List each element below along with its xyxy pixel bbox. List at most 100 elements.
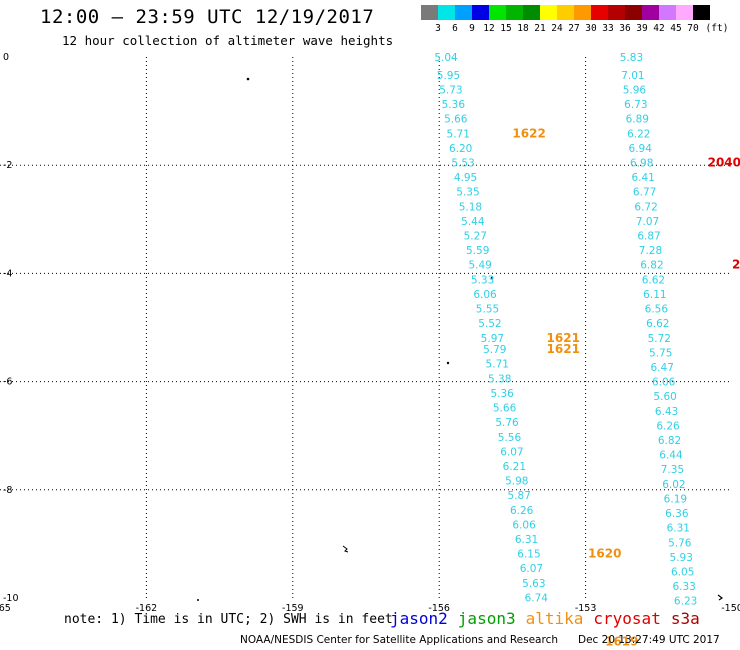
- legend-swatch: [608, 5, 625, 20]
- swh-value: 5.71: [447, 128, 470, 140]
- swh-value: 5.36: [490, 388, 514, 400]
- legend-label: 18: [517, 23, 529, 34]
- swh-value: 6.87: [637, 231, 660, 243]
- swh-value: 6.26: [656, 420, 680, 432]
- swh-value: 6.11: [643, 289, 666, 301]
- swh-value: 7.35: [661, 464, 684, 476]
- legend-swatch: [540, 5, 557, 20]
- swh-value: 5.55: [476, 304, 499, 316]
- legend-label: 3: [435, 23, 441, 34]
- swh-value: 5.98: [505, 476, 528, 488]
- legend-label: 15: [500, 23, 512, 34]
- swh-value: 5.96: [623, 84, 647, 96]
- generated-timestamp: Dec 20 13:27:49 UTC 2017: [578, 634, 720, 646]
- swh-value: 6.41: [631, 172, 654, 184]
- legend-swatch: [642, 5, 659, 20]
- swh-value: 6.98: [630, 157, 653, 169]
- swh-value: 6.21: [503, 461, 526, 473]
- swh-value: 5.79: [483, 344, 506, 356]
- swh-value: 6.23: [674, 596, 697, 608]
- legend-unit: (ft): [705, 23, 729, 34]
- swh-value: 6.06: [652, 377, 676, 389]
- y-tick-label: -10: [3, 593, 19, 604]
- legend-label: 70: [687, 23, 699, 34]
- swh-value: 5.44: [461, 216, 485, 228]
- swh-value: 5.18: [459, 201, 482, 213]
- swh-value: 5.35: [456, 187, 479, 199]
- swh-value: 6.22: [627, 128, 650, 140]
- swh-value: 5.95: [437, 70, 460, 82]
- pass-time-label: 1622: [512, 126, 545, 140]
- swh-value: 6.15: [517, 549, 540, 561]
- island-dot: [446, 361, 450, 365]
- swh-value: 5.27: [464, 231, 487, 243]
- swh-value: 5.56: [498, 432, 522, 444]
- x-tick-label: -153: [575, 603, 597, 614]
- credit-line: NOAA/NESDIS Center for Satellite Applica…: [240, 634, 558, 646]
- swh-value: 5.75: [649, 347, 672, 359]
- legend-label: 42: [653, 23, 665, 34]
- swh-value: 7.28: [639, 245, 662, 257]
- island-dot: [490, 276, 494, 280]
- swh-value: 6.56: [645, 304, 669, 316]
- y-tick-label: -6: [3, 377, 12, 388]
- swh-value: 6.72: [634, 201, 657, 213]
- legend-label: 21: [534, 23, 546, 34]
- time-labels: 162216211621162016192040202: [512, 126, 740, 648]
- legend-swatch: [625, 5, 642, 20]
- swh-value: 5.83: [620, 52, 643, 64]
- swh-value: 6.05: [671, 566, 694, 578]
- legend-swatch: [421, 5, 438, 20]
- legend-label: 33: [602, 23, 614, 34]
- legend-swatch: [472, 5, 489, 20]
- pass-time-label: 1619: [605, 634, 638, 648]
- swh-value: 6.77: [633, 187, 656, 199]
- legend-label: 36: [619, 23, 631, 34]
- swh-value: 5.66: [493, 403, 517, 415]
- swh-value: 6.82: [658, 435, 681, 447]
- swh-value: 6.26: [510, 505, 534, 517]
- map-marks: [197, 77, 724, 601]
- y-tick-label: -8: [3, 485, 12, 496]
- swh-value: 6.31: [667, 523, 690, 535]
- swh-value: 6.06: [512, 519, 536, 531]
- swh-value: 6.73: [624, 99, 647, 111]
- swh-value: 5.36: [442, 99, 466, 111]
- swh-value: 6.62: [642, 274, 665, 286]
- swh-value: 6.94: [629, 143, 653, 155]
- legend-swatch: [676, 5, 693, 20]
- legend-swatch: [591, 5, 608, 20]
- page-subtitle: 12 hour collection of altimeter wave hei…: [62, 33, 394, 48]
- pass-time-label: 2040: [708, 155, 740, 169]
- swh-value: 5.71: [486, 359, 509, 371]
- swh-value: 6.07: [520, 563, 543, 575]
- x-tick-label: -165: [0, 603, 11, 614]
- satellite-name-jason3: jason3: [457, 609, 516, 628]
- legend-swatch: [506, 5, 523, 20]
- legend-label: 9: [469, 23, 475, 34]
- legend-label: 45: [670, 23, 682, 34]
- swh-value: 6.20: [449, 143, 472, 155]
- swh-value: 5.87: [508, 490, 531, 502]
- swh-value: 5.63: [522, 578, 545, 590]
- legend-swatch: [659, 5, 676, 20]
- swh-value: 5.93: [670, 552, 693, 564]
- x-tick-label: -156: [428, 603, 450, 614]
- x-tick-label: -162: [136, 603, 158, 614]
- swh-value: 6.44: [659, 450, 683, 462]
- island-dot: [246, 77, 250, 81]
- swh-value: 5.72: [648, 333, 671, 345]
- page-title: 12:00 — 23:59 UTC 12/19/2017: [40, 6, 375, 28]
- satellite-name-jason2: jason2: [390, 609, 448, 628]
- swh-value: 6.31: [515, 534, 538, 546]
- y-tick-label: 0: [3, 52, 9, 63]
- swh-value: 6.36: [665, 508, 689, 520]
- legend-label: 39: [636, 23, 648, 34]
- altimeter-tracks: 5.04 5.95 5.73 5.36 5.66 5.71 6.20 5.53 4.95 5.35…: [434, 52, 697, 608]
- y-tick-label: -2: [3, 160, 12, 171]
- legend-swatch: [523, 5, 540, 20]
- swh-value: 5.33: [471, 274, 494, 286]
- swh-value: 5.76: [668, 537, 692, 549]
- legend-label: 30: [585, 23, 597, 34]
